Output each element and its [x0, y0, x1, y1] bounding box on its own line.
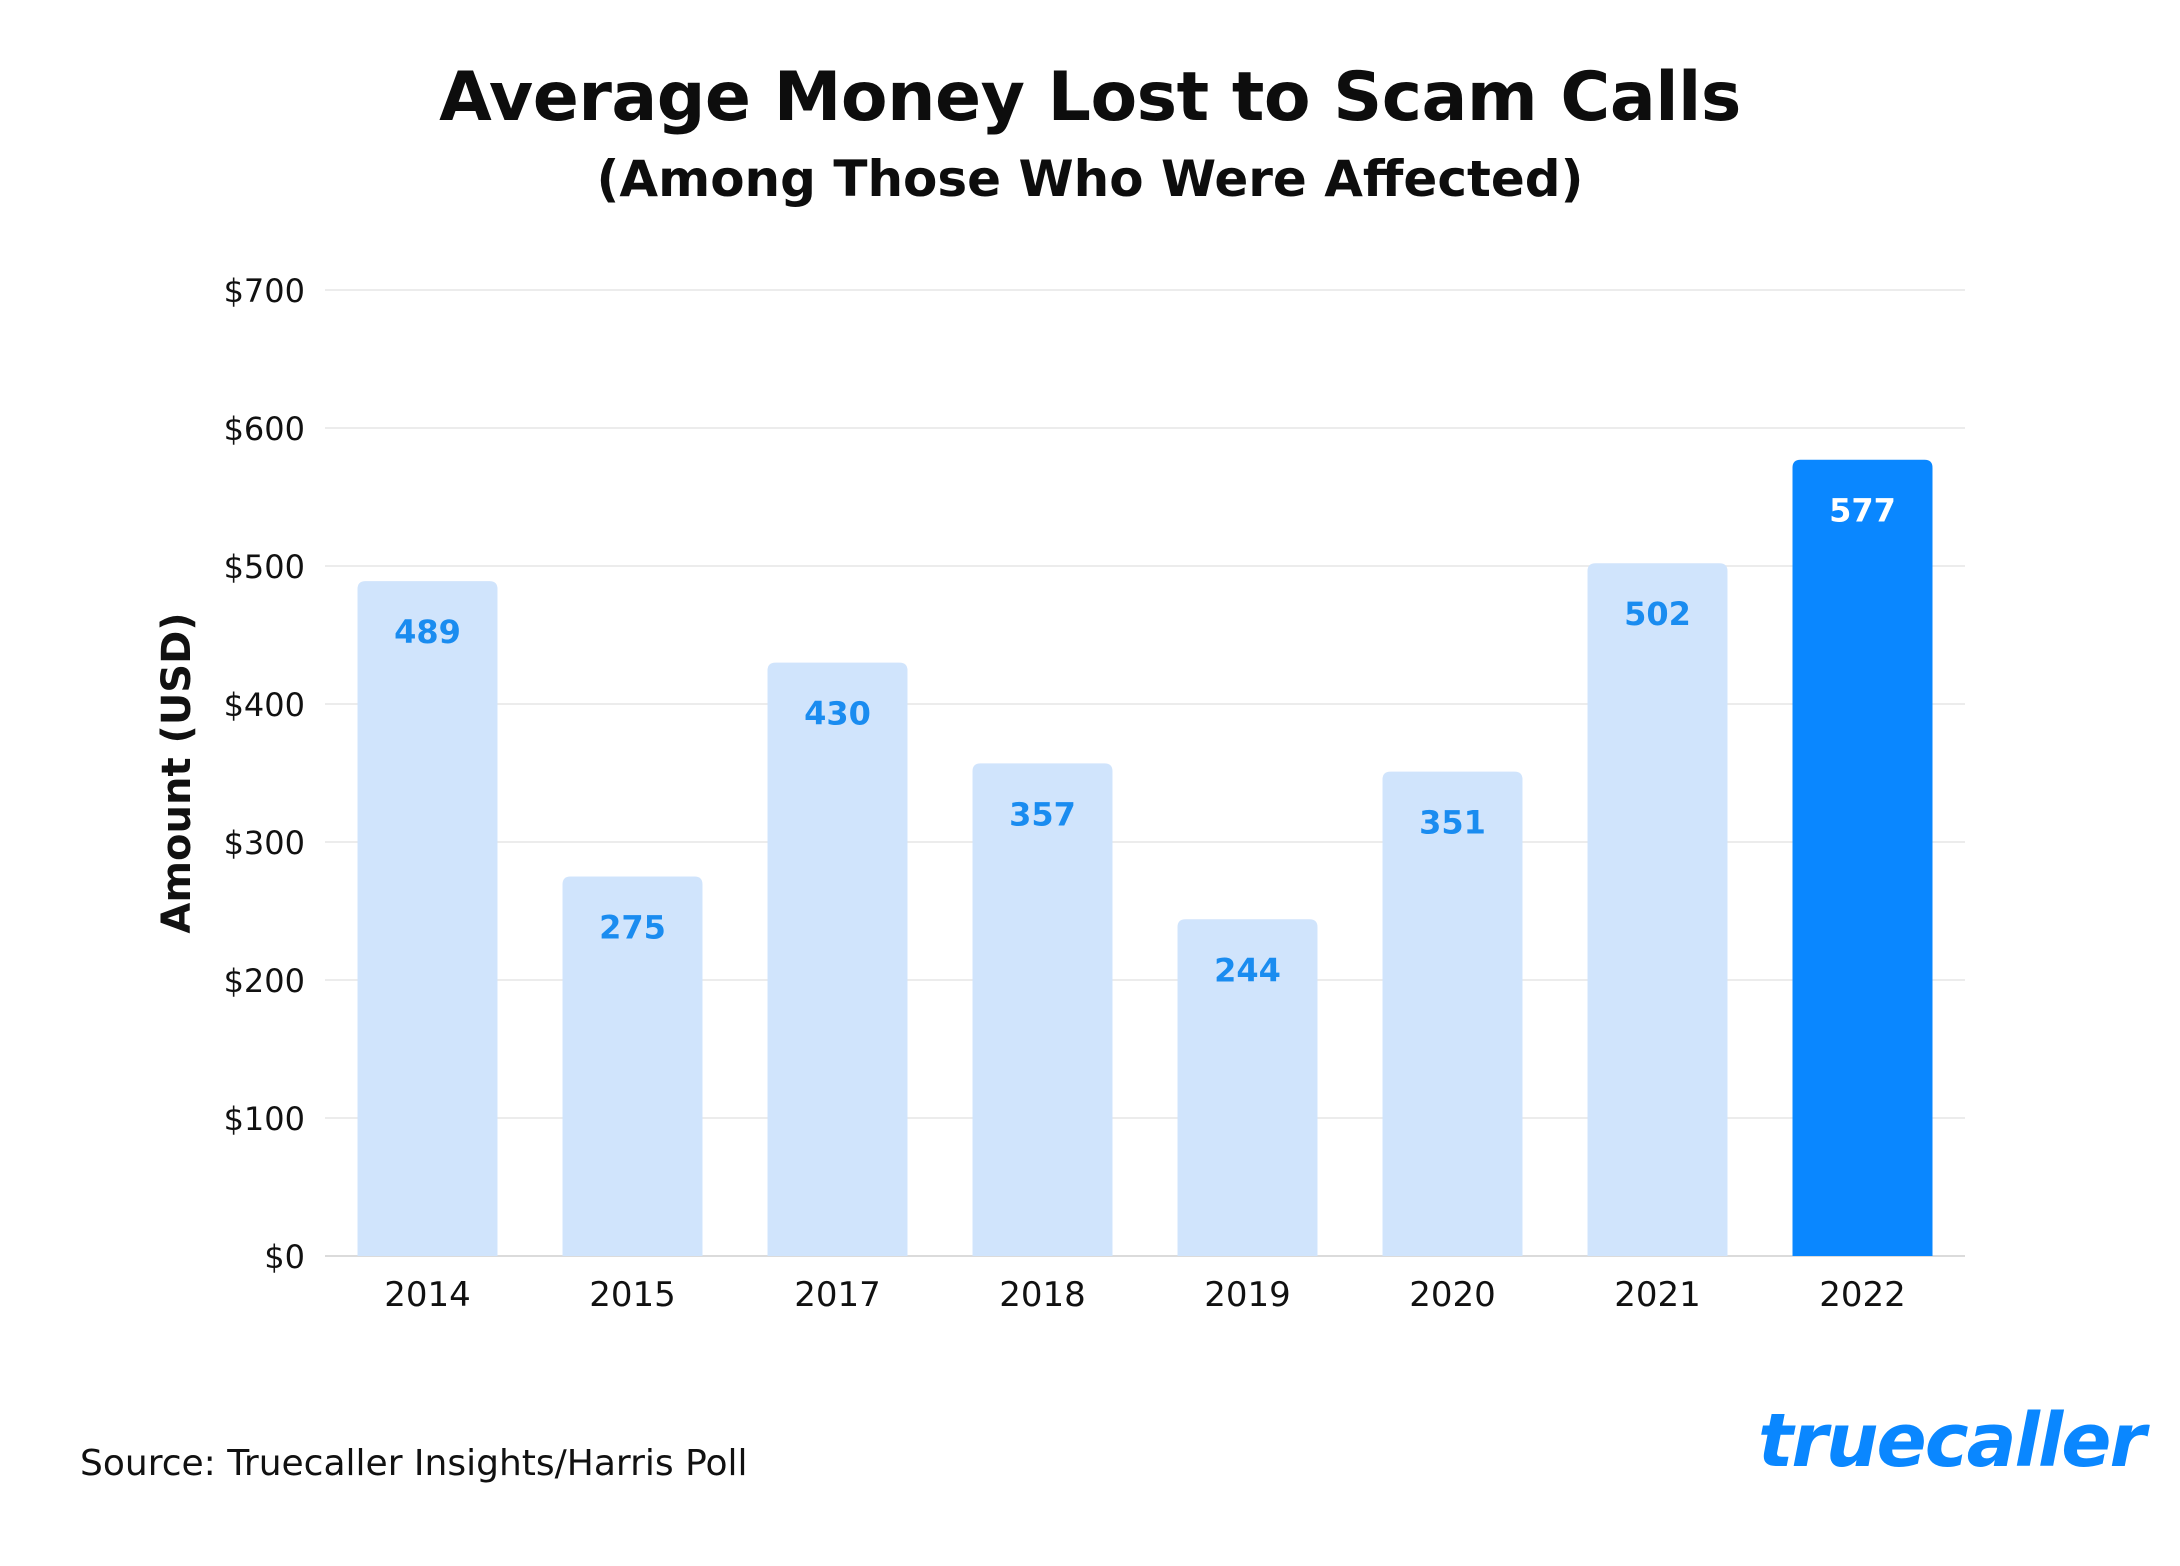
bar-value-label: 275: [599, 909, 666, 947]
bar-value-label: 577: [1829, 492, 1896, 530]
y-tick-label: $100: [224, 1100, 305, 1138]
bar-value-label: 357: [1009, 795, 1076, 833]
source-note: Source: Truecaller Insights/Harris Poll: [80, 1443, 748, 1484]
bar-value-label: 489: [394, 613, 461, 651]
x-tick-label: 2019: [1204, 1275, 1291, 1315]
bar: [1792, 459, 1933, 1256]
y-tick-label: $200: [224, 962, 305, 1000]
bar: [1587, 563, 1728, 1256]
bar: [1177, 919, 1318, 1256]
bar-value-label: 430: [804, 695, 871, 733]
y-tick-label: $300: [224, 824, 305, 862]
bar: [562, 876, 703, 1256]
bar: [972, 763, 1113, 1256]
bar: [357, 581, 498, 1256]
x-tick-label: 2018: [999, 1275, 1086, 1315]
x-tick-label: 2014: [384, 1275, 471, 1315]
y-tick-label: $0: [264, 1238, 305, 1276]
y-axis-label: Amount (USD): [154, 612, 200, 933]
bar: [767, 662, 908, 1256]
bar-value-label: 244: [1214, 951, 1281, 989]
y-tick-label: $500: [224, 548, 305, 586]
bar: [1382, 771, 1523, 1256]
x-tick-label: 2015: [589, 1275, 676, 1315]
truecaller-logo: truecaller: [1758, 1398, 2146, 1484]
y-tick-label: $600: [224, 410, 305, 448]
chart-title: Average Money Lost to Scam Calls: [439, 58, 1741, 137]
x-tick-label: 2020: [1409, 1275, 1496, 1315]
x-tick-label: 2021: [1614, 1275, 1701, 1315]
bar-value-label: 351: [1419, 804, 1486, 842]
chart-subtitle: (Among Those Who Were Affected): [596, 150, 1584, 208]
x-tick-label: 2017: [794, 1275, 881, 1315]
bar-value-label: 502: [1624, 595, 1691, 633]
y-tick-label: $400: [224, 686, 305, 724]
x-tick-label: 2022: [1819, 1275, 1906, 1315]
y-tick-label: $700: [224, 272, 305, 310]
